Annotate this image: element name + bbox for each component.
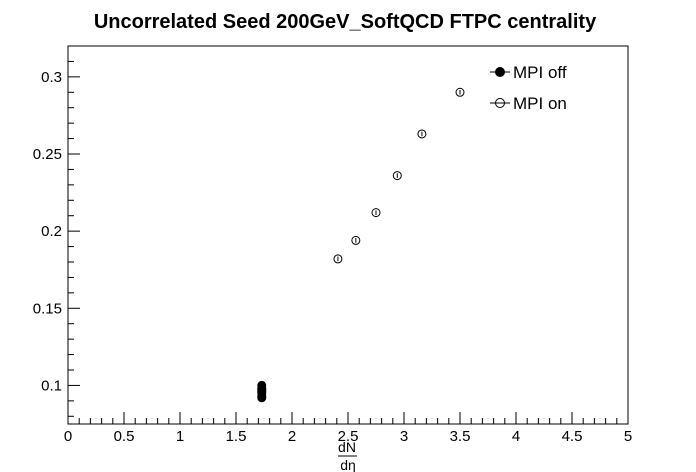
legend-marker [495,67,505,77]
series-layer [257,87,465,403]
legend: MPI off MPI on [490,63,567,113]
series-0 [257,380,267,403]
y-tick-label: 0.25 [33,146,62,163]
x-tick-label: 3.5 [450,428,471,445]
x-tick-label: 5 [624,428,632,445]
legend-marker [495,98,505,108]
x-axis-label: dN dη [338,439,357,472]
x-axis: 0 0.5 1 1.5 2 2.5 3 3.5 4 4.5 5 [64,412,632,445]
x-axis-label-denominator: dη [340,457,356,472]
data-point [417,129,427,139]
data-point [333,254,343,264]
x-tick-label: 2.5 [338,428,359,445]
x-tick-label: 4 [512,428,520,445]
x-tick-label: 0 [64,428,72,445]
legend-label: MPI off [513,63,567,82]
chart-title: Uncorrelated Seed 200GeV_SoftQCD FTPC ce… [94,11,597,33]
x-tick-label: 1 [176,428,184,445]
data-point [371,208,381,218]
x-tick-label: 1.5 [226,428,247,445]
legend-label: MPI on [513,94,567,113]
x-tick-label: 0.5 [114,428,135,445]
data-point [455,87,465,97]
x-axis-label-numerator: dN [338,439,356,455]
series-1 [333,87,465,264]
y-tick-label: 0.3 [41,69,62,86]
data-point [257,393,267,403]
x-tick-label: 3 [400,428,408,445]
data-point [351,235,361,245]
x-tick-label: 2 [288,428,296,445]
x-tick-label: 4.5 [562,428,583,445]
y-tick-label: 0.1 [41,377,62,394]
y-tick-label: 0.15 [33,300,62,317]
y-tick-label: 0.2 [41,223,62,240]
data-point [392,171,402,181]
y-axis: 0.1 0.15 0.2 0.25 0.3 [33,45,80,417]
